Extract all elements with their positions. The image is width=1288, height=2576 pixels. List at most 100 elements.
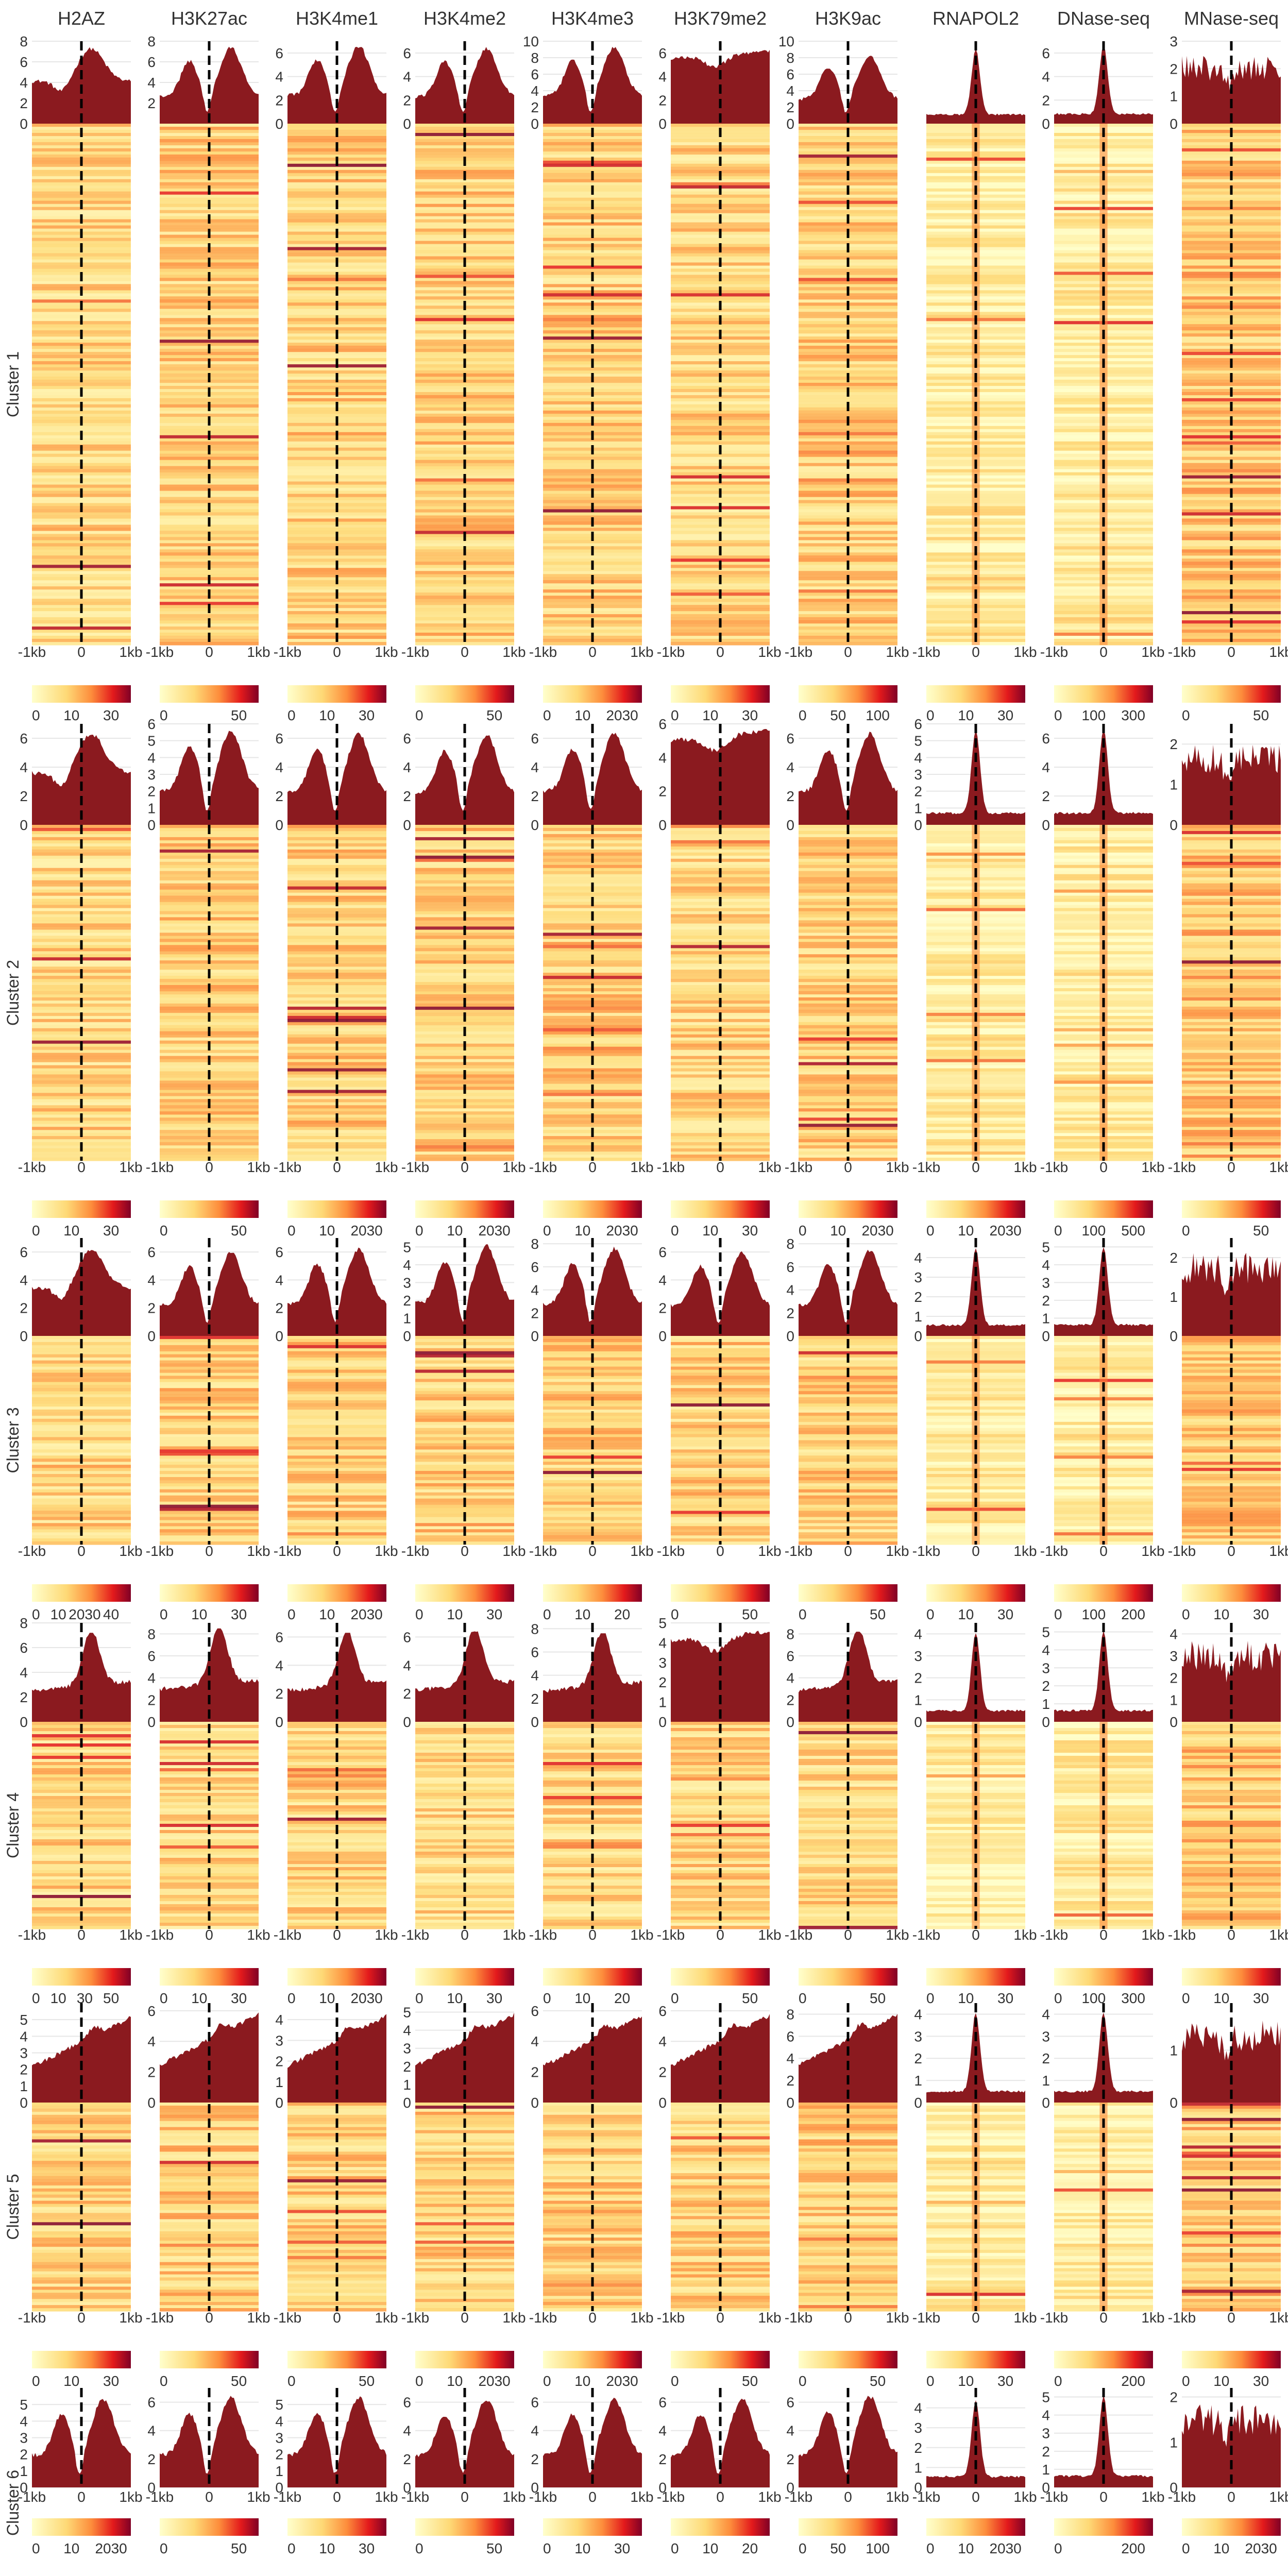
heatmap-row bbox=[287, 861, 386, 866]
heatmap-row bbox=[543, 528, 642, 531]
heatmap-row bbox=[1182, 1477, 1281, 1481]
heatmap-row bbox=[799, 1864, 897, 1868]
heatmap-row bbox=[287, 963, 386, 967]
heatmap-row bbox=[799, 1793, 897, 1797]
profile-area bbox=[799, 1632, 897, 1722]
heatmap-row bbox=[32, 880, 131, 884]
heatmap-row bbox=[799, 1520, 897, 1523]
heatmap-row bbox=[32, 1722, 131, 1725]
heatmap-row bbox=[799, 1821, 897, 1824]
heatmap-row bbox=[32, 1022, 131, 1026]
heatmap-row bbox=[160, 1734, 259, 1738]
heatmap-row bbox=[799, 438, 897, 442]
heatmap-row bbox=[415, 1790, 514, 1793]
y-tick-label: 0 bbox=[658, 1328, 667, 1344]
heatmap-row bbox=[287, 453, 386, 457]
heatmap-row bbox=[160, 1523, 259, 1527]
heatmap-row bbox=[415, 1452, 514, 1456]
heatmap-row bbox=[1182, 614, 1281, 618]
heatmap-row bbox=[415, 355, 514, 359]
heatmap-row bbox=[543, 324, 642, 328]
heatmap-row bbox=[287, 1037, 386, 1041]
y-tick-label: 6 bbox=[147, 54, 156, 70]
heatmap-row bbox=[1182, 865, 1281, 869]
y-tick-label: 6 bbox=[147, 1648, 156, 1664]
legend-tick-label: 30 bbox=[103, 1223, 119, 1239]
heatmap-row bbox=[799, 497, 897, 501]
y-tick-label: 3 bbox=[147, 767, 156, 783]
legend-tick-label: 0 bbox=[415, 1990, 423, 2006]
heatmap-row bbox=[32, 225, 131, 229]
heatmap-row bbox=[287, 238, 386, 242]
heatmap-row bbox=[799, 500, 897, 504]
heatmap-row bbox=[415, 1155, 514, 1158]
heatmap-row bbox=[415, 1808, 514, 1812]
heatmap-row bbox=[671, 154, 770, 158]
heatmap-row bbox=[160, 1477, 259, 1481]
heatmap-row bbox=[415, 1793, 514, 1797]
heatmap-row bbox=[1182, 1336, 1281, 1340]
legend-tick-label: 30 bbox=[742, 707, 758, 723]
heatmap-row bbox=[287, 197, 386, 201]
heatmap-row bbox=[415, 602, 514, 605]
heatmap-row bbox=[799, 1151, 897, 1155]
heatmap-row bbox=[799, 441, 897, 445]
heatmap-row bbox=[160, 453, 259, 457]
heatmap-row bbox=[32, 1734, 131, 1738]
color-legend-bar bbox=[799, 685, 897, 703]
heatmap-row bbox=[799, 1406, 897, 1410]
heatmap-row bbox=[415, 1034, 514, 1038]
y-tick-label: 4 bbox=[658, 1272, 667, 1288]
heatmap-row bbox=[799, 586, 897, 590]
legend-tick-label: 50 bbox=[486, 707, 502, 723]
heatmap-row bbox=[671, 268, 770, 272]
heatmap-row bbox=[1182, 1821, 1281, 1824]
heatmap-row bbox=[543, 1535, 642, 1539]
y-tick-label: 2 bbox=[531, 788, 539, 804]
heatmap-row bbox=[1182, 877, 1281, 881]
heatmap-row bbox=[287, 1363, 386, 1367]
heatmap-row bbox=[543, 923, 642, 927]
heatmap-row bbox=[671, 210, 770, 214]
x-tick-label: -1kb bbox=[785, 644, 812, 660]
heatmap-row bbox=[32, 497, 131, 501]
heatmap-row bbox=[415, 905, 514, 909]
heatmap-row bbox=[160, 1406, 259, 1410]
heatmap-row bbox=[287, 905, 386, 909]
x-tick-label: 0 bbox=[333, 1927, 341, 1943]
heatmap-row bbox=[543, 571, 642, 574]
y-tick-label: 2 bbox=[531, 1305, 539, 1321]
heatmap-row bbox=[287, 837, 386, 841]
legend-tick-label: 30 bbox=[742, 1223, 758, 1239]
heatmap-row bbox=[1182, 1434, 1281, 1438]
heatmap-row bbox=[415, 543, 514, 547]
heatmap-row bbox=[287, 923, 386, 927]
heatmap-row bbox=[160, 936, 259, 939]
heatmap-row bbox=[287, 1495, 386, 1499]
heatmap-row bbox=[287, 1892, 386, 1895]
x-tick-label: -1kb bbox=[401, 1927, 429, 1943]
heatmap-row bbox=[543, 877, 642, 881]
color-legend-bar bbox=[799, 1584, 897, 1602]
heatmap-row bbox=[671, 1336, 770, 1340]
y-tick-label: 0 bbox=[403, 116, 411, 132]
heatmap-row bbox=[799, 1477, 897, 1481]
heatmap-row bbox=[32, 268, 131, 272]
heatmap-row bbox=[160, 571, 259, 574]
heatmap-row bbox=[1182, 497, 1281, 501]
heatmap-row bbox=[415, 880, 514, 884]
heatmap-row bbox=[160, 1876, 259, 1880]
heatmap-row bbox=[799, 967, 897, 970]
legend-tick-label: 10 bbox=[830, 1223, 846, 1239]
heatmap-row bbox=[32, 642, 131, 646]
heatmap-row bbox=[1182, 963, 1281, 967]
heatmap-row bbox=[543, 905, 642, 909]
heatmap-row bbox=[799, 936, 897, 939]
heatmap-row bbox=[415, 1124, 514, 1127]
y-tick-label: 4 bbox=[147, 75, 156, 91]
